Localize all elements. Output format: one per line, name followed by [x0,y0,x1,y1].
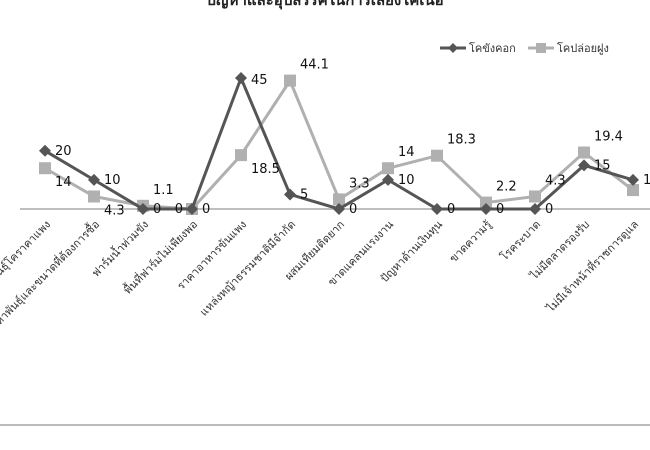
data-label: 1.1 [153,183,174,198]
data-point-square [529,190,541,203]
x-tick-label: หาพันธุ์และขนาดที่ต้องการซื้อ [0,217,102,328]
data-label: 45 [251,73,268,88]
data-point-square [627,184,639,197]
data-point-diamond [39,144,51,157]
data-point-diamond [137,203,149,215]
data-label: 0 [545,202,553,217]
data-label: 0 [447,202,455,217]
data-point-diamond [431,203,443,215]
data-label: 44.1 [300,58,329,73]
data-point-square [578,146,590,159]
legend-diamond-icon [448,43,458,53]
data-label: 4.3 [104,203,125,218]
data-point-diamond [235,72,247,84]
data-label: 19.4 [594,130,623,145]
data-point-square [480,196,492,209]
divider [0,424,650,426]
data-point-square [235,149,247,162]
data-label: 14 [55,175,72,190]
series-line-2 [44,77,634,211]
legend-label: โคขังคอก [469,41,516,55]
data-label: 15 [594,158,611,173]
data-label: 4.3 [545,173,566,188]
data-point-diamond [480,203,492,215]
data-label: 0 [153,202,161,217]
x-tick-label: แหล่งหญ้าธรรมชาติมีจำกัด [197,218,298,319]
data-point-square [333,193,345,206]
data-label: 3.3 [349,176,370,191]
data-label: 10 [104,173,121,188]
data-point-diamond [529,203,541,215]
data-label: 10 [398,173,415,188]
data-point-diamond [88,173,100,186]
data-label: 0 [496,202,504,217]
data-label: 0 [349,202,357,217]
data-point-diamond [382,173,394,186]
data-label: 1 [643,173,650,188]
data-label: 18.3 [447,133,476,148]
chart-title: ปัญหาและอุปสรรคในการเลี้ยงโคเนื้อ [206,0,444,9]
data-label: 2.2 [496,180,517,195]
data-point-diamond [627,173,639,186]
x-tick-label: ไม่มีเจ้าหน้าที่ราชการดูแล [542,217,641,316]
data-point-diamond [333,203,345,215]
data-label: 14 [398,145,415,160]
data-point-square [382,162,394,175]
data-label: 20 [55,144,72,159]
data-label: 18.5 [251,162,280,177]
legend-square-icon [536,43,546,53]
data-label: 0 [202,202,210,217]
data-point-diamond [578,159,590,172]
x-tick-label: โรคระบาด [497,217,543,263]
x-tick-label: ขาดความรู้ [447,218,494,265]
data-point-square [431,149,443,162]
data-point-square [39,162,51,175]
data-point-diamond [186,203,198,215]
legend-label: โคปล่อยฝูง [557,41,609,55]
data-label: 0 [175,202,183,217]
data-point-square [284,74,296,87]
data-point-square [88,190,100,203]
data-label: 5 [300,187,308,202]
data-point-diamond [284,188,296,201]
